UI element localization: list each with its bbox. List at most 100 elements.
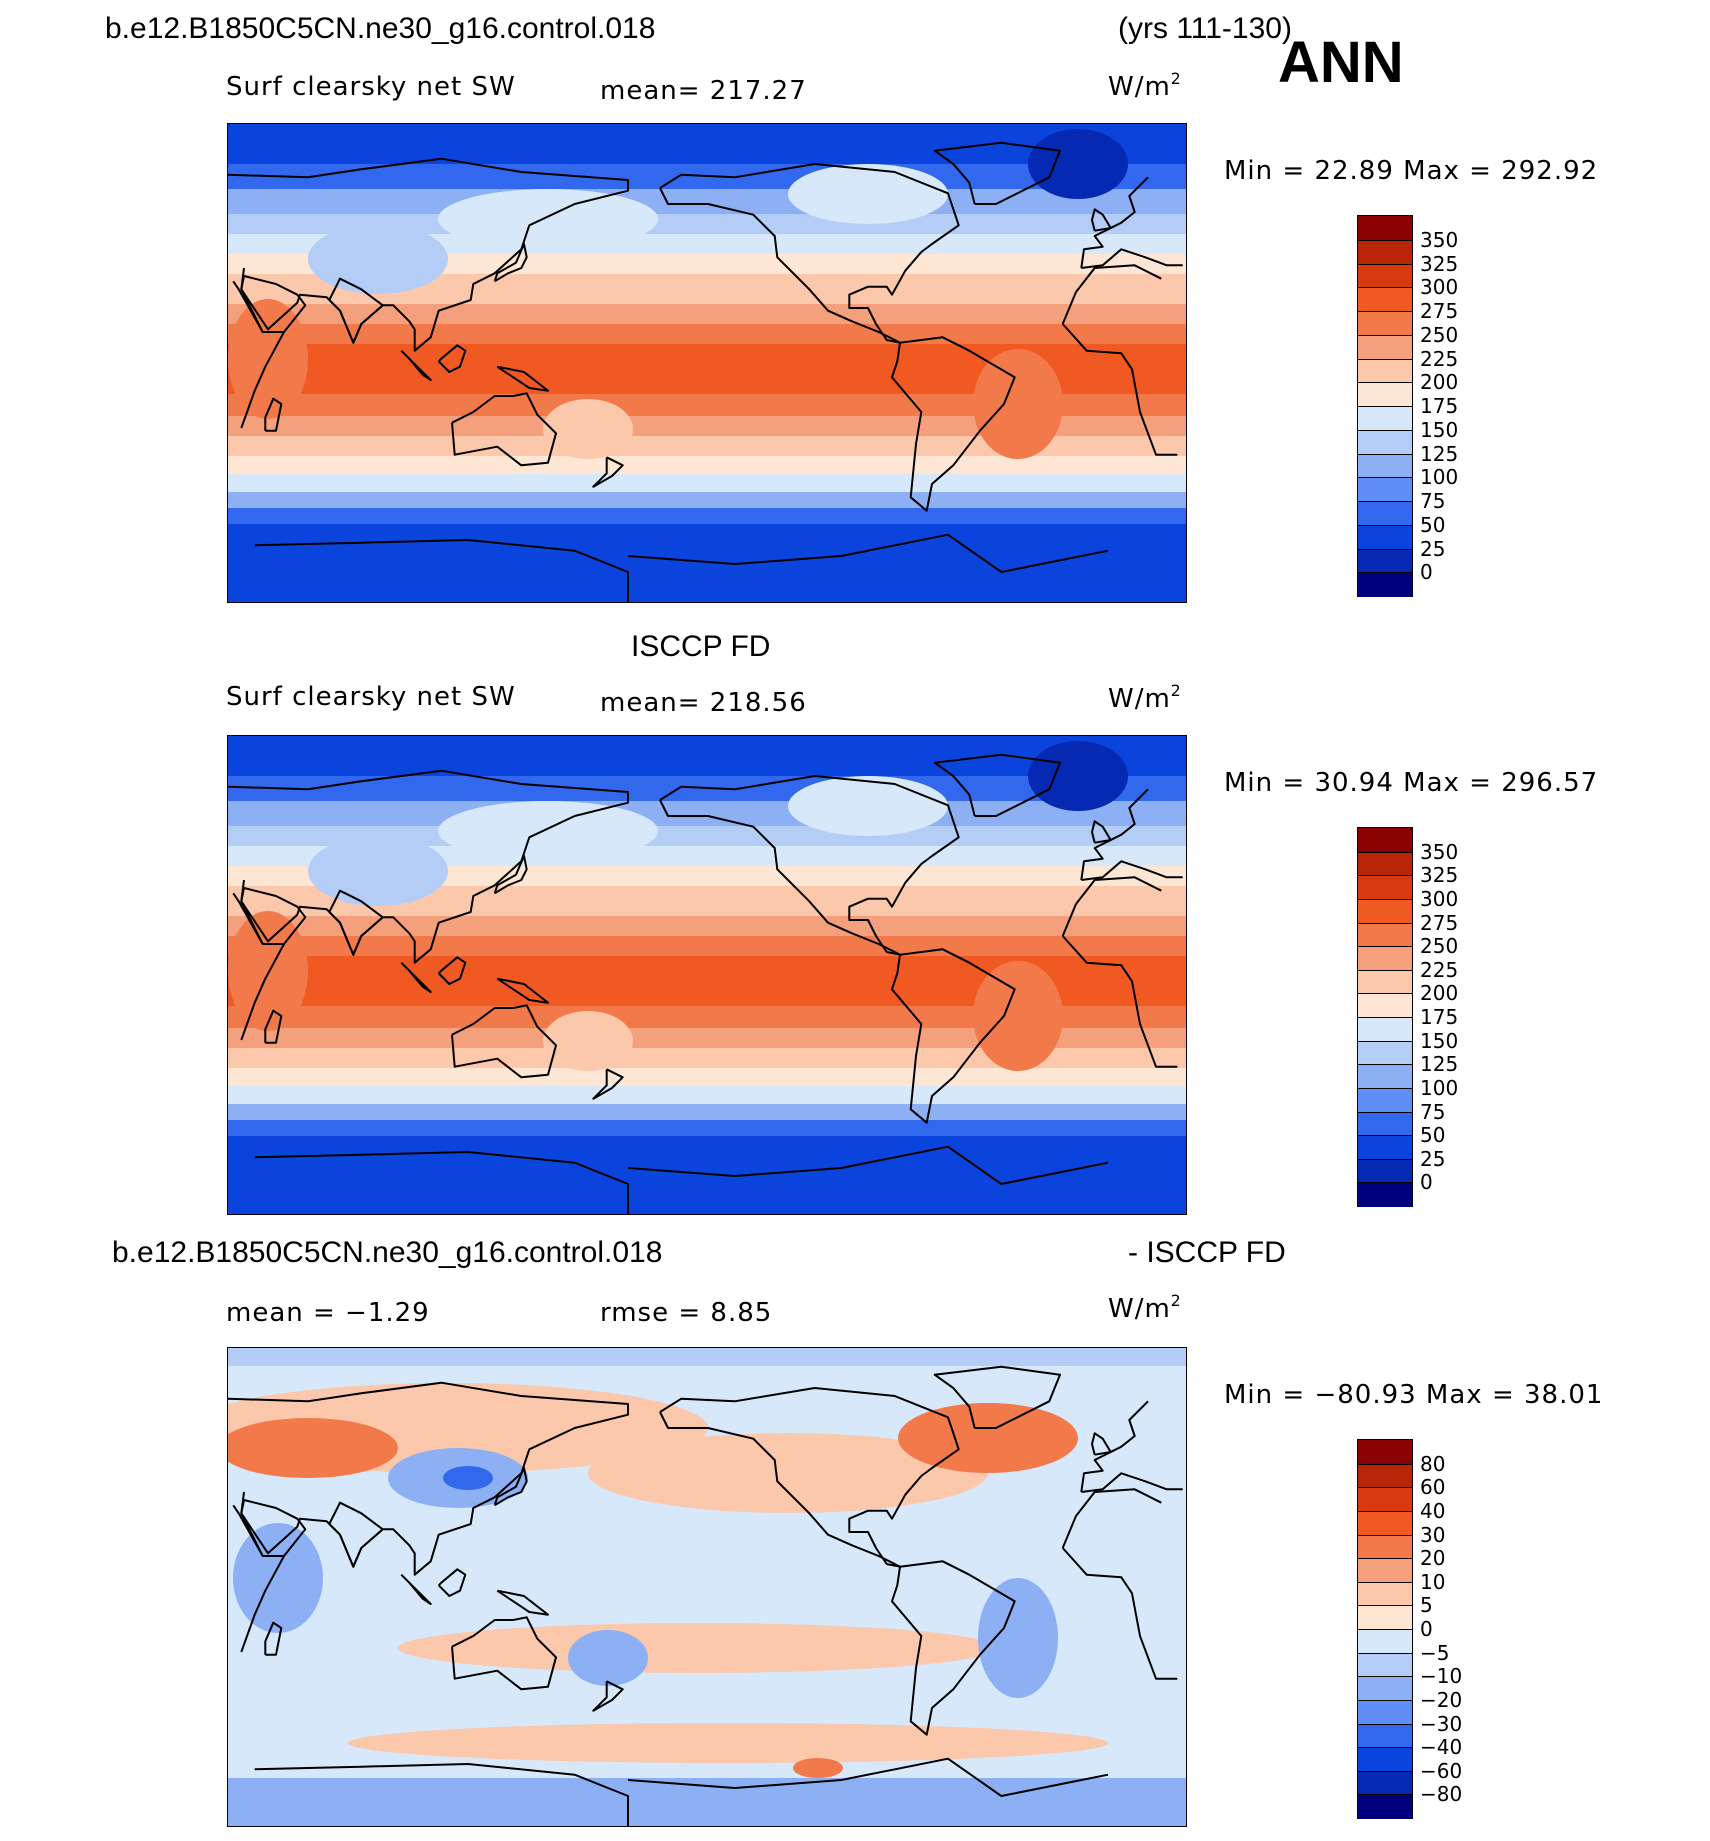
coastline-antarctica (254, 533, 1109, 602)
contour-band (228, 1028, 1186, 1048)
colorbar-swatch (1358, 1676, 1412, 1701)
colorbar-label: 350 (1420, 227, 1459, 252)
coastline-borneo (437, 1568, 467, 1597)
diff-patch-tibet-core (443, 1466, 493, 1490)
land-patch-greenland (1028, 129, 1128, 199)
colorbar-label: 175 (1420, 394, 1459, 418)
colorbar-label: 200 (1420, 370, 1459, 395)
colorbar-swatch (1358, 1158, 1412, 1184)
colorbar-label: 200 (1420, 981, 1459, 1006)
colorbar-label: −10 (1420, 1664, 1463, 1689)
panel2-mean: mean= 218.56 (600, 688, 807, 718)
colorbar-label: 325 (1420, 251, 1459, 276)
colorbar-label: −40 (1420, 1735, 1463, 1760)
contour-band (228, 866, 1186, 886)
coastline-newguinea (496, 977, 549, 1004)
panel1-minmax: Min = 22.89 Max = 292.92 (1224, 156, 1599, 186)
coastline-samerica (891, 1560, 1016, 1736)
colorbar-label: 40 (1420, 1498, 1446, 1523)
coastline-nz (592, 456, 624, 488)
colorbar-label: 30 (1420, 1522, 1446, 1547)
colorbar-swatch (1358, 1534, 1412, 1560)
contour-band (228, 524, 1186, 602)
colorbar-swatch (1358, 1794, 1412, 1819)
colorbar-label: 100 (1420, 1075, 1459, 1100)
contour-band (228, 474, 1186, 492)
colorbar-label: 20 (1420, 1546, 1446, 1571)
diff-patch-spacific (398, 1623, 998, 1673)
colorbar-label: 0 (1420, 1617, 1433, 1641)
panel3-title-right: - ISCCP FD (1128, 1236, 1286, 1269)
contour-band (228, 436, 1186, 456)
panel3-minmax: Min = −80.93 Max = 38.01 (1224, 1380, 1604, 1410)
colorbar-swatch (1358, 1087, 1412, 1113)
colorbar-swatch (1358, 828, 1412, 852)
colorbar-swatch (1358, 1652, 1412, 1678)
colorbar-swatch (1358, 1040, 1412, 1066)
contour-band (228, 801, 1186, 826)
colorbar-label: 150 (1420, 417, 1459, 442)
contour-band (228, 456, 1186, 474)
colorbar-swatch (1358, 311, 1412, 336)
colorbar-label: 250 (1420, 322, 1459, 347)
colorbar-label: 50 (1420, 1123, 1446, 1148)
coastline-india (328, 889, 384, 956)
diff-patch-namerica (898, 1403, 1078, 1473)
colorbar-swatch (1358, 1135, 1412, 1160)
panel3-title-left: b.e12.B1850C5CN.ne30_g16.control.018 (112, 1236, 663, 1269)
colorbar-label: −30 (1420, 1711, 1463, 1736)
colorbar-label: 25 (1420, 1146, 1446, 1171)
diff-patch-samerica (978, 1578, 1058, 1698)
season-label: ANN (1278, 30, 1404, 95)
colorbar-swatch (1358, 1558, 1412, 1583)
contour-band (228, 189, 1186, 214)
land-patch-samerica (973, 349, 1063, 459)
colorbar-swatch (1358, 1182, 1412, 1207)
contour-band (228, 936, 1186, 956)
colorbar-swatch (1358, 406, 1412, 431)
coastline-nz (592, 1068, 624, 1100)
colorbar-label: 275 (1420, 299, 1459, 323)
contour-band (228, 1120, 1186, 1136)
coastline-greenland (933, 1365, 1061, 1429)
case-title: b.e12.B1850C5CN.ne30_g16.control.018 (105, 12, 656, 45)
colorbar-label: −60 (1420, 1758, 1463, 1783)
colorbar-swatch (1358, 572, 1412, 597)
colorbar-swatch (1358, 898, 1412, 924)
panel3-map (227, 1347, 1187, 1827)
panel1-colorbar: 350 325 300 275 250 225 200 175 150 125 100 75 50 25 0 (1357, 215, 1458, 597)
colorbar-swatch (1358, 239, 1412, 265)
contour-band (228, 508, 1186, 524)
colorbar-swatch (1358, 875, 1412, 900)
panel1-map (227, 123, 1187, 603)
colorbar-label: −20 (1420, 1687, 1463, 1712)
coastline-arabia (240, 887, 307, 945)
colorbar-swatch (1358, 524, 1412, 550)
colorbar-swatch (1358, 1629, 1412, 1654)
diff-patch-npacific (588, 1433, 988, 1513)
panel3-rmse: rmse = 8.85 (600, 1298, 773, 1328)
colorbar-swatch (1358, 1487, 1412, 1512)
colorbar-label: 300 (1420, 275, 1459, 300)
colorbar-swatch (1358, 1463, 1412, 1489)
colorbar-swatch (1358, 993, 1412, 1018)
coastline-uk (1091, 820, 1112, 844)
panel2-minmax: Min = 30.94 Max = 296.57 (1224, 768, 1599, 798)
diff-patch-africa (233, 1523, 323, 1633)
colorbar-swatch (1358, 287, 1412, 312)
colorbar-swatch (1358, 548, 1412, 574)
colorbar-swatch (1358, 263, 1412, 289)
colorbar-label: 0 (1420, 560, 1433, 585)
contour-band (228, 416, 1186, 436)
colorbar-swatch (1358, 216, 1412, 240)
land-patch-namerica (788, 776, 948, 836)
land-patch-namerica (788, 164, 948, 224)
coastline-namerica (659, 775, 960, 956)
coastline-greenland (933, 141, 1061, 205)
colorbar-label: 100 (1420, 465, 1459, 490)
colorbar-swatch (1358, 922, 1412, 948)
panel2-units: W/m2 (1108, 682, 1182, 714)
land-patch-australia (543, 1011, 633, 1071)
coastline-madagascar (264, 1009, 283, 1044)
colorbar-label: 5 (1420, 1593, 1433, 1618)
